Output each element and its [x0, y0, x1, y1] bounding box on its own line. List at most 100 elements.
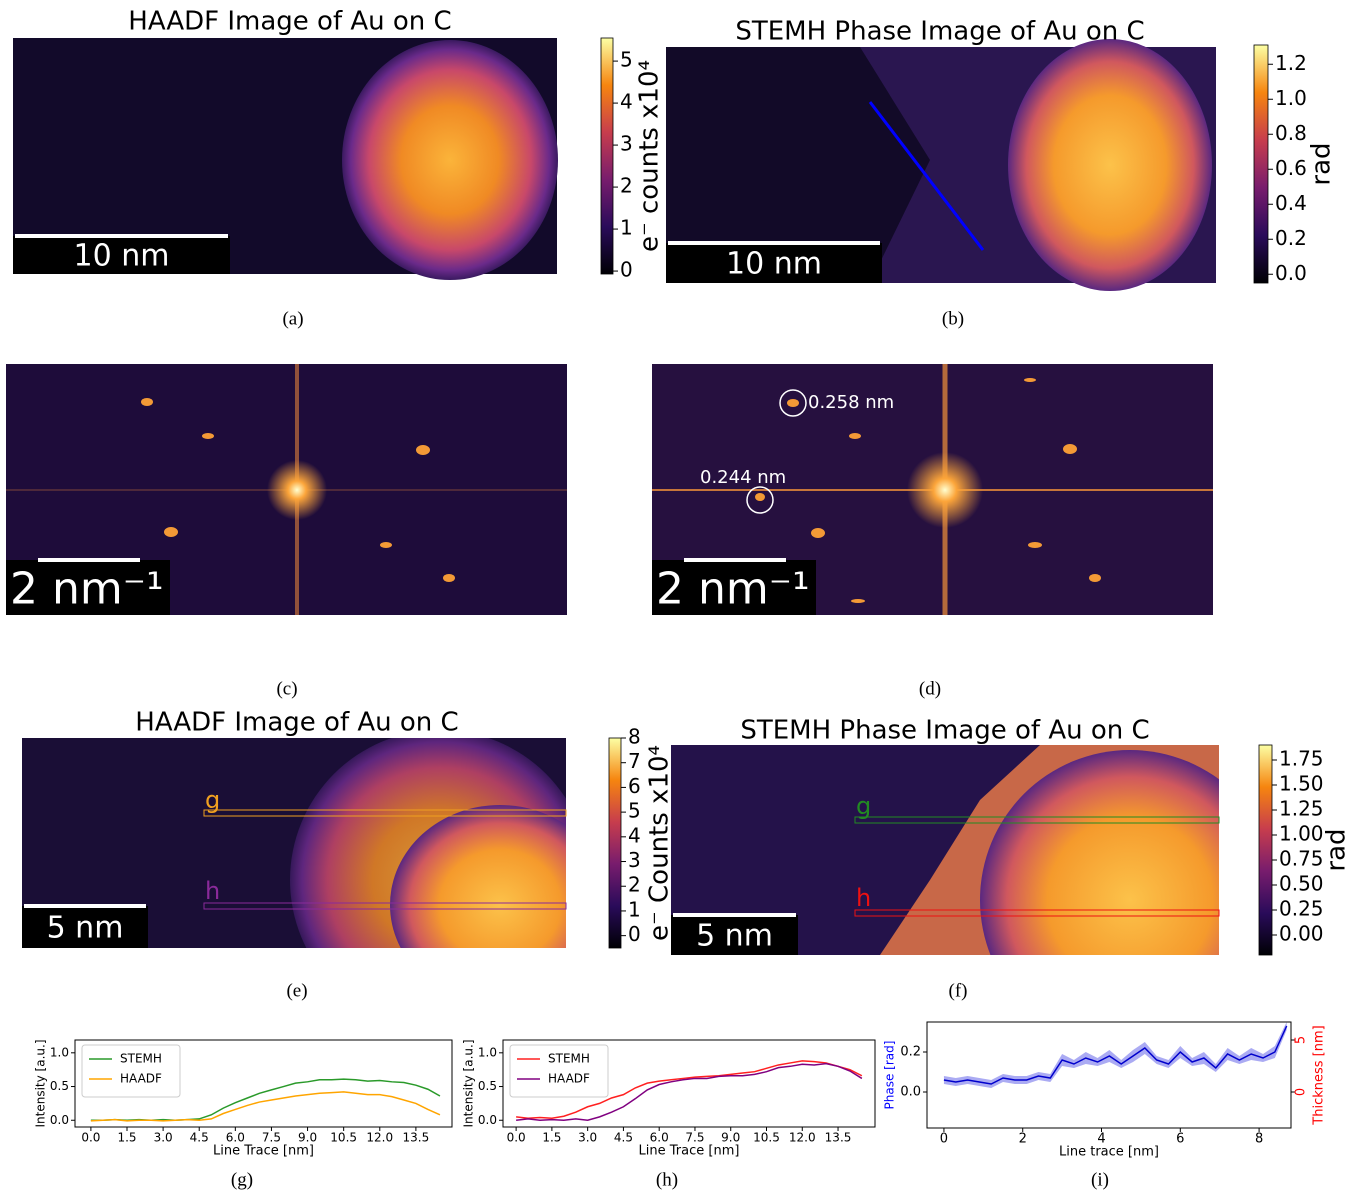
x-tick-label: 4.5 [614, 1131, 633, 1145]
trace-box [203, 902, 567, 910]
y-tick-label: 0.0 [900, 1085, 921, 1100]
y-tick-label: 1.0 [478, 1045, 497, 1059]
annotation: 0.244 nm [700, 467, 786, 488]
colorbar-tick-label: 0 [628, 922, 641, 946]
y-axis-label: Intensity [a.u.] [34, 1040, 48, 1128]
x-tick-label: 12.0 [366, 1131, 393, 1145]
error-band [943, 1022, 1287, 1088]
colorbar-tick-label: 8 [628, 725, 641, 749]
y-tick-label: 0.5 [50, 1079, 69, 1093]
caption: (f) [949, 980, 968, 1001]
scalebar-box [13, 236, 230, 274]
y-tick-label: 0.0 [50, 1113, 69, 1127]
scalebar-label: 5 nm [696, 919, 773, 954]
spots [141, 398, 455, 582]
scalebar-label: 2 nm⁻¹ [10, 564, 164, 615]
x-tick-label: 7.5 [685, 1131, 704, 1145]
y2-axis-label: Thickness [nm] [1312, 1025, 1327, 1125]
particle [1008, 39, 1212, 291]
y2-tick-label: 0 [1294, 1088, 1309, 1096]
line [516, 1060, 863, 1119]
caption: (h) [656, 1169, 678, 1190]
scalebar-label: 10 nm [726, 247, 822, 282]
colorbar-tick-label: 4 [628, 823, 641, 847]
colorbar [1253, 44, 1269, 284]
x-axis-label: Line trace [nm] [1059, 1145, 1159, 1160]
colorbar-label: rad [1307, 142, 1337, 185]
x-tick-label: 0.0 [507, 1131, 526, 1145]
colorbar [1258, 744, 1273, 956]
trace-label: h [205, 877, 220, 905]
annotation: 0.258 nm [808, 392, 894, 413]
caption: (i) [1091, 1169, 1109, 1190]
colorbar-tick-label: 1.50 [1279, 772, 1324, 796]
legend-label: HAADF [548, 1072, 590, 1086]
colorbar-tick-label: 1.2 [1275, 51, 1307, 75]
x-axis-label: Line Trace [nm] [213, 1144, 314, 1159]
colorbar-tick-label: 5 [620, 48, 633, 72]
trace-box [854, 816, 1220, 824]
colorbar-tick-label: 1 [620, 216, 633, 240]
x-tick-label: 3.0 [154, 1131, 173, 1145]
x-tick-label: 3.0 [578, 1131, 597, 1145]
y-tick-label: 1.0 [50, 1045, 69, 1059]
y2-tick-label: 5 [1294, 1036, 1309, 1044]
scalebar-label: 5 nm [47, 911, 124, 946]
trace-line [868, 101, 985, 251]
legend [81, 1044, 181, 1098]
colorbar-tick-label: 4 [620, 90, 633, 114]
colorbar-tick-label: 7 [628, 749, 641, 773]
x-tick-label: 0 [940, 1132, 948, 1147]
colorbar-tick-label: 1.25 [1279, 797, 1324, 821]
line [90, 1091, 441, 1122]
x-tick-label: 6 [1176, 1132, 1184, 1147]
x-tick-label: 6.0 [650, 1131, 669, 1145]
y-tick-label: 0.0 [478, 1113, 497, 1127]
scalebar-box [671, 915, 798, 955]
trace-label: g [856, 792, 871, 820]
colorbar [600, 37, 614, 275]
colorbar-tick-label: 1.75 [1279, 747, 1324, 771]
center-spot [267, 460, 327, 520]
colorbar-tick-label: 1.0 [1275, 86, 1307, 110]
x-tick-label: 4 [1097, 1132, 1105, 1147]
colorbar-tick-label: 0 [620, 258, 633, 282]
plot-frame [74, 1039, 453, 1128]
trace-box [203, 809, 567, 817]
line [516, 1062, 863, 1122]
caption: (b) [942, 308, 964, 329]
x-tick-label: 1.5 [117, 1131, 136, 1145]
colorbar-label: e⁻ counts x10⁴ [635, 60, 665, 252]
y-tick-label: 0.5 [478, 1079, 497, 1093]
x-tick-label: 13.5 [825, 1131, 852, 1145]
spot-marker [746, 486, 774, 514]
x-tick-label: 4.5 [190, 1131, 209, 1145]
legend-label: STEMH [548, 1052, 590, 1066]
scalebar-label: 10 nm [74, 239, 170, 274]
x-tick-label: 1.5 [542, 1131, 561, 1145]
x-tick-label: 13.5 [403, 1131, 430, 1145]
scalebar-label: 2 nm⁻¹ [656, 564, 810, 615]
colorbar [608, 737, 622, 949]
spot-marker [779, 389, 807, 417]
trace-box [854, 909, 1220, 917]
x-tick-label: 0.0 [81, 1131, 100, 1145]
colorbar-tick-label: 0.50 [1279, 872, 1324, 896]
y-axis-label: Phase [rad] [883, 1041, 897, 1110]
x-tick-label: 7.5 [262, 1131, 281, 1145]
colorbar-tick-label: 0.00 [1279, 922, 1324, 946]
x-tick-label: 10.5 [330, 1131, 357, 1145]
center-spot [907, 452, 983, 528]
plot-frame [502, 1039, 876, 1128]
colorbar-tick-label: 0.25 [1279, 897, 1324, 921]
caption: (c) [276, 678, 297, 699]
caption: (g) [231, 1169, 253, 1190]
legend-label: HAADF [120, 1072, 162, 1086]
x-tick-label: 8 [1255, 1132, 1263, 1147]
colorbar-label: rad [1322, 828, 1351, 871]
colorbar-tick-label: 2 [628, 873, 641, 897]
caption: (e) [286, 980, 307, 1001]
colorbar-tick-label: 3 [620, 132, 633, 156]
scalebar-box [666, 243, 882, 283]
